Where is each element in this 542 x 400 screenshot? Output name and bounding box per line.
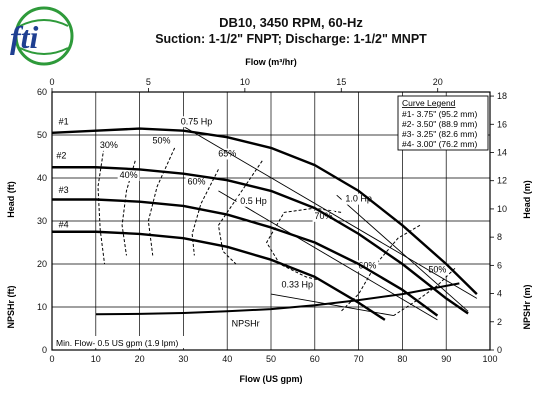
x-tick-label: 100 <box>482 354 497 364</box>
y-right-tick-label: 18 <box>497 91 507 101</box>
npshr-label: NPSHr <box>232 318 260 328</box>
efficiency-curve <box>217 160 263 265</box>
power-label: 0.33 Hp <box>282 280 314 290</box>
y-tick-label: 30 <box>37 216 47 226</box>
legend-entry: #2- 3.50" (88.9 mm) <box>402 119 477 129</box>
power-label: 1.0 Hp <box>345 194 372 204</box>
y-right-tick-label: 16 <box>497 119 507 129</box>
efficiency-label-bg <box>150 135 173 147</box>
head-curve-label: #3 <box>59 185 69 195</box>
efficiency-curve <box>393 267 456 317</box>
efficiency-label: 30% <box>100 140 118 150</box>
efficiency-label-bg <box>216 148 239 160</box>
head-curve <box>51 127 478 295</box>
efficiency-label: 40% <box>120 170 138 180</box>
efficiency-label: 60% <box>358 260 376 270</box>
efficiency-curve <box>147 147 176 256</box>
y-tick-label: 0 <box>42 345 47 355</box>
x-tick-label: 10 <box>91 354 101 364</box>
fti-logo: fti <box>10 6 74 66</box>
y-right-tick-label: 10 <box>497 204 507 214</box>
x-top-tick-label: 0 <box>49 77 54 87</box>
y-tick-label: 10 <box>37 302 47 312</box>
min-flow-annotation: Min. Flow- 0.5 US gpm (1.9 lpm) <box>56 338 179 348</box>
x-tick-label: 30 <box>178 354 188 364</box>
y-axis-title-head: Head (ft) <box>6 181 16 218</box>
efficiency-label-bg <box>356 260 379 272</box>
y-tick-label: 20 <box>37 259 47 269</box>
x-tick-label: 70 <box>354 354 364 364</box>
x-tick-label: 60 <box>310 354 320 364</box>
head-curve-label: #1 <box>59 116 69 126</box>
legend-box <box>397 95 489 151</box>
y-right-tick-label: 12 <box>497 176 507 186</box>
y-right-tick-label: 0 <box>497 345 502 355</box>
chart-header: DB10, 3450 RPM, 60-Hz Suction: 1-1/2" FN… <box>0 14 542 48</box>
power-label-bg <box>236 195 271 207</box>
head-curve <box>52 166 469 315</box>
x-axis-title: Flow (US gpm) <box>240 374 303 384</box>
logo-globe-ring <box>14 6 74 66</box>
x-tick-label: 40 <box>222 354 232 364</box>
x-top-tick-label: 10 <box>240 77 250 87</box>
annotation-bg <box>54 336 204 348</box>
y-right-tick-label: 8 <box>497 232 502 242</box>
chart-subtitle: Suction: 1-1/2" FNPT; Discharge: 1-1/2" … <box>155 32 427 46</box>
power-label-bg <box>280 279 315 291</box>
x-tick-label: 0 <box>49 354 54 364</box>
head-curve-label: #4 <box>59 219 69 229</box>
y-right-tick-label: 6 <box>497 260 502 270</box>
plot-frame <box>51 91 491 351</box>
efficiency-label-bg <box>312 210 335 222</box>
efficiency-label: 65% <box>218 149 236 159</box>
efficiency-label: 70% <box>315 211 333 221</box>
legend-entry: #3- 3.25" (82.6 mm) <box>402 129 477 139</box>
legend-entry: #4- 3.00" (76.2 mm) <box>402 139 477 149</box>
efficiency-curve <box>97 143 106 265</box>
y-tick-label: 40 <box>37 173 47 183</box>
y-right-tick-label: 14 <box>497 147 507 157</box>
npshr-curve <box>95 282 460 316</box>
power-label-bg <box>179 116 214 128</box>
y-axis-title-npshr: NPSHr (ft) <box>6 286 16 329</box>
efficiency-label: 50% <box>428 265 446 275</box>
x-top-tick-label: 5 <box>146 77 151 87</box>
efficiency-curve <box>191 169 219 256</box>
efficiency-label-bg <box>185 176 208 188</box>
efficiency-label-bg <box>117 170 140 181</box>
power-line <box>336 194 469 312</box>
y-right-axis-title-head: Head (m) <box>522 180 532 219</box>
x-tick-label: 90 <box>441 354 451 364</box>
logo-text: fti <box>10 19 39 55</box>
logo-globe-arc <box>19 19 69 27</box>
power-label: 0.75 Hp <box>181 116 213 126</box>
legend-title: Curve Legend <box>402 98 456 108</box>
x-tick-label: 50 <box>266 354 276 364</box>
head-curve <box>52 198 439 317</box>
power-line <box>218 190 438 321</box>
x-tick-label: 20 <box>135 354 145 364</box>
efficiency-label-bg <box>97 139 120 151</box>
efficiency-label: 50% <box>152 136 170 146</box>
x-top-tick-label: 20 <box>433 77 443 87</box>
logo-globe-arc-lower <box>19 47 69 55</box>
x-top-tick-label: 15 <box>336 77 346 87</box>
power-label-bg <box>341 193 376 205</box>
legend-entry: #1- 3.75" (95.2 mm) <box>402 109 477 119</box>
x-top-axis-title: Flow (m³/hr) <box>245 57 297 67</box>
efficiency-label: 60% <box>188 176 206 186</box>
y-tick-label: 50 <box>37 130 47 140</box>
power-label: 0.5 Hp <box>240 196 267 206</box>
head-curve-label: #2 <box>56 151 66 161</box>
y-right-tick-label: 2 <box>497 317 502 327</box>
power-line <box>183 126 478 299</box>
chart-title: DB10, 3450 RPM, 60-Hz <box>219 15 363 30</box>
head-curve <box>52 230 386 321</box>
y-right-axis-title-npshr: NPSHr (m) <box>522 284 532 329</box>
x-tick-label: 80 <box>397 354 407 364</box>
efficiency-label-bg <box>426 264 449 276</box>
y-tick-label: 60 <box>37 87 47 97</box>
y-right-tick-label: 4 <box>497 289 502 299</box>
